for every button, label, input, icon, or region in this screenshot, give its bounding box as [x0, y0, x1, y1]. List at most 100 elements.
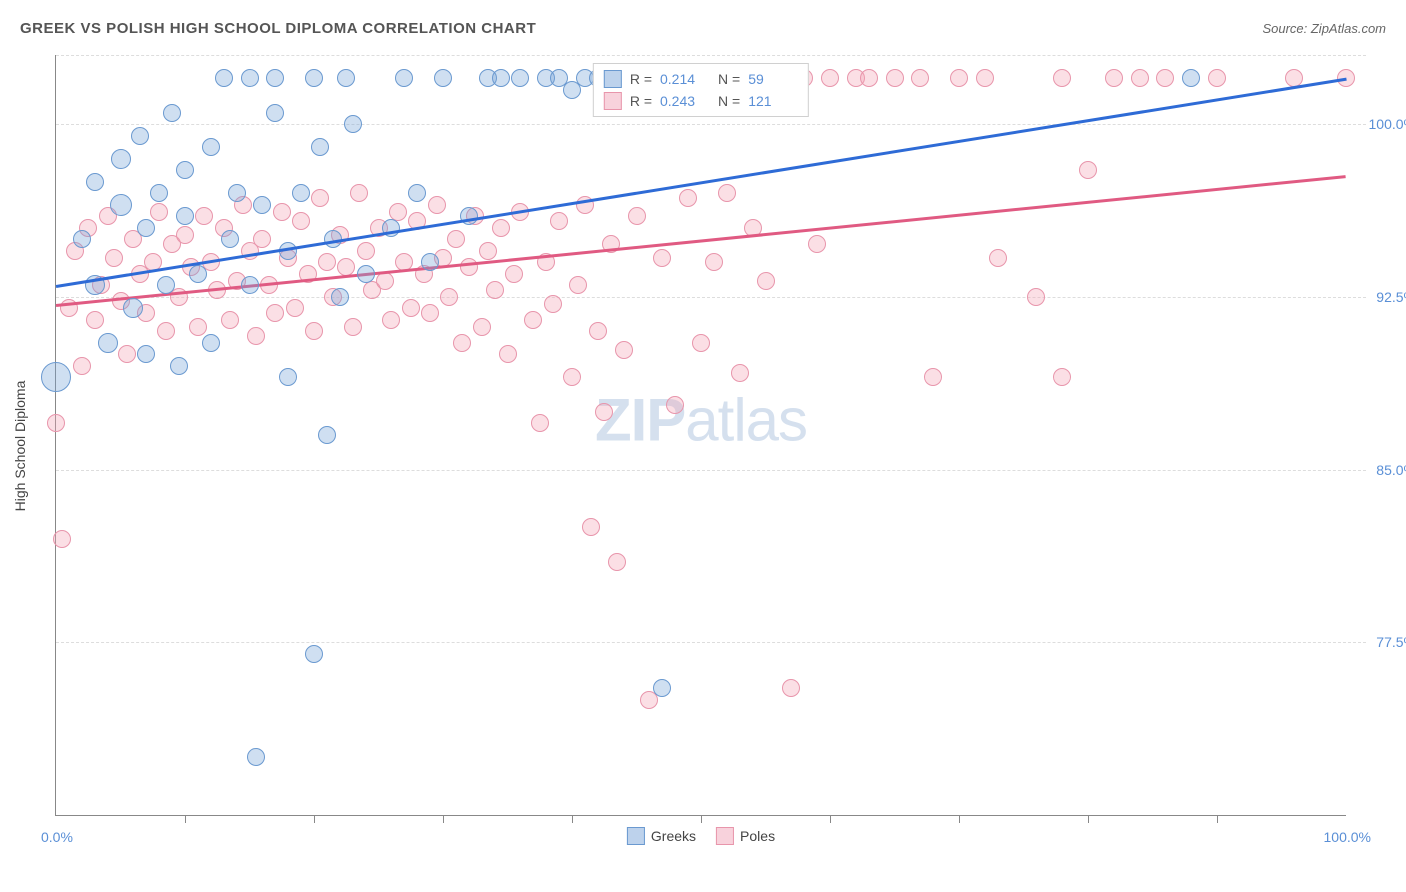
y-axis-label: High School Diploma: [12, 381, 28, 512]
gridline: [56, 470, 1366, 471]
data-point-greeks: [202, 138, 220, 156]
data-point-poles: [247, 327, 265, 345]
data-point-greeks: [241, 276, 259, 294]
y-tick-label: 85.0%: [1376, 462, 1406, 478]
data-point-poles: [860, 69, 878, 87]
data-point-poles: [808, 235, 826, 253]
chart-title: GREEK VS POLISH HIGH SCHOOL DIPLOMA CORR…: [20, 20, 536, 37]
data-point-greeks: [511, 69, 529, 87]
swatch-greeks: [604, 70, 622, 88]
data-point-poles: [499, 345, 517, 363]
gridline: [56, 642, 1366, 643]
data-point-greeks: [653, 679, 671, 697]
data-point-poles: [318, 253, 336, 271]
data-point-poles: [1208, 69, 1226, 87]
data-point-greeks: [131, 127, 149, 145]
x-tick: [1088, 815, 1089, 823]
data-point-poles: [350, 184, 368, 202]
data-point-poles: [311, 189, 329, 207]
source-label: Source: ZipAtlas.com: [1262, 21, 1386, 36]
data-point-poles: [757, 272, 775, 290]
y-tick-label: 77.5%: [1376, 634, 1406, 650]
data-point-greeks: [215, 69, 233, 87]
data-point-poles: [666, 396, 684, 414]
stats-row-poles: R = 0.243 N = 121: [604, 90, 798, 112]
stats-row-greeks: R = 0.214 N = 59: [604, 68, 798, 90]
data-point-greeks: [137, 219, 155, 237]
data-point-greeks: [331, 288, 349, 306]
data-point-poles: [653, 249, 671, 267]
data-point-greeks: [228, 184, 246, 202]
data-point-greeks: [247, 748, 265, 766]
data-point-greeks: [202, 334, 220, 352]
data-point-greeks: [170, 357, 188, 375]
data-point-poles: [105, 249, 123, 267]
data-point-poles: [1053, 69, 1071, 87]
data-point-poles: [608, 553, 626, 571]
data-point-poles: [924, 368, 942, 386]
data-point-greeks: [86, 173, 104, 191]
data-point-greeks: [73, 230, 91, 248]
data-point-poles: [157, 322, 175, 340]
gridline: [56, 297, 1366, 298]
data-point-greeks: [311, 138, 329, 156]
chart-header: GREEK VS POLISH HIGH SCHOOL DIPLOMA CORR…: [20, 20, 1386, 37]
data-point-greeks: [189, 265, 207, 283]
x-tick: [572, 815, 573, 823]
data-point-poles: [524, 311, 542, 329]
data-point-poles: [782, 679, 800, 697]
legend-item-greeks: Greeks: [627, 827, 696, 845]
data-point-poles: [486, 281, 504, 299]
data-point-poles: [189, 318, 207, 336]
data-point-poles: [628, 207, 646, 225]
data-point-poles: [150, 203, 168, 221]
data-point-poles: [73, 357, 91, 375]
data-point-poles: [505, 265, 523, 283]
data-point-poles: [563, 368, 581, 386]
data-point-poles: [911, 69, 929, 87]
x-tick: [830, 815, 831, 823]
data-point-poles: [595, 403, 613, 421]
data-point-poles: [118, 345, 136, 363]
data-point-greeks: [337, 69, 355, 87]
data-point-greeks: [98, 333, 118, 353]
data-point-poles: [1131, 69, 1149, 87]
stats-legend: R = 0.214 N = 59 R = 0.243 N = 121: [593, 63, 809, 117]
data-point-poles: [731, 364, 749, 382]
data-point-greeks: [176, 207, 194, 225]
data-point-poles: [273, 203, 291, 221]
data-point-poles: [582, 518, 600, 536]
data-point-poles: [989, 249, 1007, 267]
data-point-poles: [615, 341, 633, 359]
data-point-poles: [718, 184, 736, 202]
data-point-poles: [886, 69, 904, 87]
data-point-greeks: [176, 161, 194, 179]
data-point-poles: [473, 318, 491, 336]
data-point-poles: [492, 219, 510, 237]
data-point-poles: [460, 258, 478, 276]
data-point-greeks: [344, 115, 362, 133]
data-point-greeks: [305, 645, 323, 663]
data-point-poles: [402, 299, 420, 317]
swatch-greeks-icon: [627, 827, 645, 845]
data-point-greeks: [357, 265, 375, 283]
data-point-poles: [428, 196, 446, 214]
data-point-poles: [1053, 368, 1071, 386]
data-point-poles: [286, 299, 304, 317]
data-point-greeks: [221, 230, 239, 248]
data-point-greeks: [163, 104, 181, 122]
data-point-greeks: [111, 149, 131, 169]
data-point-poles: [453, 334, 471, 352]
y-tick-label: 100.0%: [1369, 116, 1406, 132]
data-point-greeks: [241, 69, 259, 87]
gridline: [56, 124, 1366, 125]
data-point-poles: [705, 253, 723, 271]
y-tick-label: 92.5%: [1376, 289, 1406, 305]
scatter-chart: ZIPatlas R = 0.214 N = 59 R = 0.243 N = …: [55, 55, 1346, 816]
data-point-poles: [86, 311, 104, 329]
data-point-greeks: [253, 196, 271, 214]
data-point-poles: [53, 530, 71, 548]
x-tick: [701, 815, 702, 823]
data-point-poles: [976, 69, 994, 87]
data-point-poles: [1079, 161, 1097, 179]
